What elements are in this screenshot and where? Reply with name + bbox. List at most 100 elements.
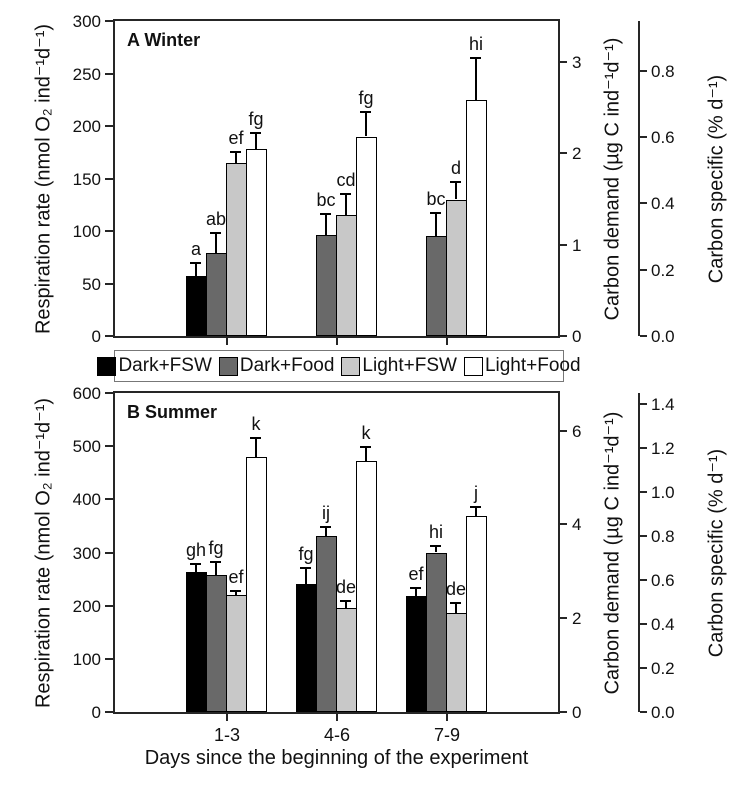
error-bar-cap — [320, 213, 331, 216]
bar-light-food — [356, 461, 377, 712]
error-bar — [215, 233, 217, 254]
error-bar — [235, 590, 237, 596]
y-axis-tick-label: 0 — [91, 703, 101, 722]
y-axis-tick-label: 150 — [72, 169, 101, 189]
bar-dark-food — [426, 552, 447, 712]
y-axis-tick — [105, 657, 113, 660]
demand-axis-tick — [560, 335, 567, 337]
demand-axis-tick — [560, 523, 567, 526]
y-axis-tick-label: 400 — [72, 490, 101, 510]
plot-panel-winter: A Winter 0 50 100 150 200 250 300 a ab bc bc ef cd d fg… — [33, 13, 728, 345]
legend-item: Dark+Food — [218, 355, 334, 377]
error-bar-cap — [210, 561, 221, 564]
x-axis-tick — [336, 712, 338, 721]
significance-letter: ij — [322, 502, 330, 523]
significance-letter: ab — [205, 209, 227, 230]
error-bar-cap — [190, 261, 201, 264]
specific-axis-tick-label: 0.0 — [651, 703, 675, 722]
error-bar — [195, 564, 197, 573]
error-bar-cap — [250, 437, 261, 440]
x-axis-tick — [446, 336, 448, 345]
bar-dark-food — [426, 236, 447, 336]
error-bar-cap — [430, 544, 441, 547]
bar-light-fsw — [336, 215, 357, 336]
error-bar-cap — [470, 56, 481, 59]
significance-letter: de — [445, 579, 467, 599]
error-bar — [215, 562, 217, 575]
demand-axis-tick — [560, 152, 567, 155]
y-axis-tick-label: 600 — [72, 384, 101, 403]
legend-swatch — [218, 356, 238, 376]
bar-light-food — [356, 136, 377, 336]
y-axis-title: Respiration rate (nmol O₂ ind⁻¹d⁻¹) — [32, 23, 55, 334]
x-axis-tick-label: 4-6 — [323, 725, 350, 745]
y-axis-tick-label: 100 — [72, 649, 101, 669]
specific-axis-tick-label: 0.0 — [651, 327, 675, 346]
error-bar — [365, 447, 367, 462]
x-axis-tick-label: 1-3 — [213, 725, 240, 745]
legend-swatch — [463, 356, 483, 376]
specific-axis-tick — [640, 447, 647, 449]
significance-letter: d — [450, 157, 461, 178]
error-bar — [365, 112, 367, 137]
specific-axis-tick — [640, 623, 647, 625]
bar-dark-food — [206, 574, 227, 712]
bar-dark-food — [206, 253, 227, 336]
legend-item: Light+Food — [463, 355, 581, 377]
specific-axis-tick-label: 0.2 — [651, 659, 675, 678]
significance-letter: hi — [428, 521, 443, 542]
error-bar — [255, 438, 257, 457]
specific-axis-tick-label: 0.4 — [651, 194, 675, 214]
specific-axis-tick-label: 0.6 — [651, 571, 675, 590]
specific-axis-tick — [640, 579, 647, 581]
specific-axis-tick — [640, 69, 647, 72]
bar-dark-fsw — [296, 583, 317, 712]
x-axis-tick — [226, 712, 228, 721]
panel-label: B Summer — [127, 402, 218, 422]
demand-axis-tick — [560, 429, 567, 432]
y-axis-tick-label: 250 — [72, 64, 101, 84]
x-axis-tick — [226, 336, 228, 345]
demand-axis-tick — [560, 617, 567, 620]
significance-letter: j — [474, 482, 478, 503]
y-axis-tick — [105, 711, 113, 713]
y-axis-tick-label: 300 — [72, 543, 101, 563]
error-bar-cap — [300, 566, 311, 569]
significance-letter: gh — [185, 540, 207, 561]
significance-letter: fg — [208, 538, 224, 559]
y-axis-tick-label: 500 — [72, 437, 101, 457]
specific-axis-tick — [640, 202, 647, 205]
specific-axis-tick-label: 0.2 — [651, 260, 675, 280]
legend-label: Light+FSW — [362, 355, 457, 376]
error-bar-cap — [470, 505, 481, 508]
significance-letter: ef — [228, 566, 244, 587]
significance-letter: bc — [426, 189, 446, 210]
y-axis-title: Respiration rate (nmol O₂ ind⁻¹d⁻¹) — [32, 397, 55, 708]
legend-item: Dark+FSW — [97, 355, 212, 377]
specific-axis-tick-label: 0.4 — [651, 615, 675, 634]
y-axis-tick — [105, 72, 113, 75]
error-bar-cap — [360, 111, 371, 114]
y-axis-tick — [105, 551, 113, 554]
error-bar — [475, 506, 477, 516]
bar-light-fsw — [336, 608, 357, 712]
demand-axis-tick-label: 1 — [572, 235, 582, 255]
significance-letter: a — [190, 238, 201, 259]
bar-light-fsw — [226, 162, 247, 336]
error-bar — [235, 152, 237, 163]
specific-axis-title: Carbon specific (% d⁻¹) — [705, 74, 728, 283]
legend-item: Light+FSW — [341, 355, 457, 377]
demand-axis-tick — [560, 61, 567, 64]
error-bar-cap — [450, 180, 461, 183]
error-bar-cap — [360, 446, 371, 449]
x-axis-tick-label: 7-9 — [433, 725, 460, 745]
demand-axis-tick — [560, 711, 567, 713]
significance-letter: fg — [248, 109, 264, 130]
specific-axis-tick-label: 0.8 — [651, 527, 675, 546]
significance-letter: cd — [336, 170, 356, 191]
specific-axis-line — [638, 21, 640, 336]
error-bar — [305, 567, 307, 584]
legend-label: Dark+FSW — [118, 355, 212, 376]
y-axis-tick-label: 300 — [72, 12, 101, 31]
x-axis-tick — [446, 712, 448, 721]
